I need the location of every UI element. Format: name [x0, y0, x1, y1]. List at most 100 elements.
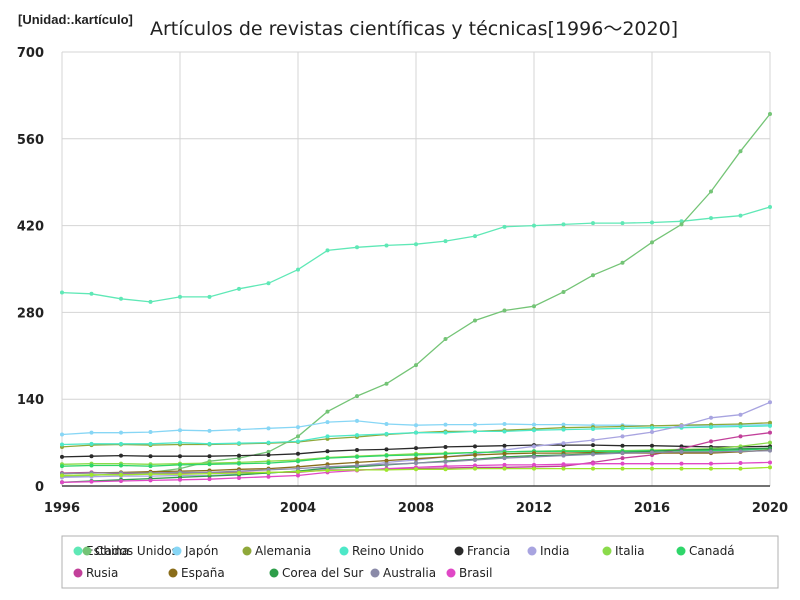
data-point-estados-unidos [355, 245, 359, 250]
legend-label-espana: España [181, 566, 225, 580]
data-point-china [325, 409, 330, 414]
data-point-estados-unidos [443, 239, 448, 244]
legend-label-australia: Australia [383, 566, 436, 580]
data-point-japon [296, 425, 300, 430]
data-point-japon [414, 423, 418, 428]
data-point-francia [266, 453, 271, 457]
data-point-reino-unido [591, 426, 595, 431]
data-point-india [620, 434, 625, 439]
data-point-china [414, 363, 418, 368]
series-lines [60, 112, 772, 485]
data-point-brasil [620, 461, 625, 466]
data-point-estados-unidos [738, 213, 743, 218]
data-point-paises-bajos [768, 465, 772, 470]
legend-marker-japon [172, 546, 182, 556]
data-point-reino-unido [384, 431, 389, 436]
y-tick-label: 140 [17, 393, 44, 408]
data-point-reino-unido [119, 441, 123, 446]
data-point-canada [355, 454, 359, 459]
data-point-india [532, 444, 536, 449]
data-point-reino-unido [738, 424, 743, 429]
data-point-paises-bajos [119, 472, 123, 477]
data-point-canada [414, 453, 418, 457]
data-point-paises-bajos [325, 468, 330, 473]
legend-marker-estados-unidos [73, 546, 83, 556]
data-point-canada [325, 456, 330, 461]
legend-label-china: China [95, 544, 129, 558]
data-point-india [679, 423, 684, 428]
data-point-japon [266, 426, 271, 431]
data-point-australia [296, 466, 300, 471]
data-point-canada [60, 464, 64, 469]
data-point-australia [650, 450, 654, 455]
data-point-australia [738, 449, 743, 454]
data-point-australia [591, 452, 595, 457]
data-point-china [502, 308, 507, 313]
data-point-paises-bajos [178, 472, 182, 477]
data-point-china [738, 149, 743, 154]
data-point-reino-unido [178, 440, 182, 445]
data-point-estados-unidos [414, 242, 418, 247]
data-point-australia [709, 449, 713, 454]
legend-marker-alemania [242, 546, 252, 556]
data-point-reino-unido [148, 441, 153, 446]
data-point-brasil [148, 478, 153, 483]
data-point-india [768, 400, 772, 405]
data-point-japon [561, 422, 566, 427]
data-point-reino-unido [768, 423, 772, 428]
data-point-australia [620, 451, 625, 456]
data-point-francia [60, 454, 64, 459]
legend-marker-india [527, 546, 537, 556]
data-point-francia [237, 453, 241, 458]
y-tick-label: 700 [17, 46, 44, 61]
legend-label-canada: Canadá [689, 544, 735, 558]
legend-marker-rusia [73, 568, 83, 578]
data-point-reino-unido [296, 439, 300, 444]
data-point-reino-unido [325, 434, 330, 439]
data-point-japon [178, 428, 182, 433]
data-point-paises-bajos [89, 472, 94, 477]
x-tick-labels: 1996 2000 2004 2008 2012 2016 2020 [44, 501, 788, 516]
data-point-japon [384, 422, 389, 426]
data-point-india [738, 412, 743, 417]
data-point-brasil [178, 477, 182, 482]
data-point-estados-unidos [296, 267, 300, 272]
data-point-reino-unido [561, 427, 566, 432]
data-point-canada [207, 462, 212, 467]
data-point-australia [502, 456, 507, 461]
data-point-brasil [237, 475, 241, 480]
data-point-paises-bajos [561, 466, 566, 471]
data-point-reino-unido [443, 430, 448, 435]
data-point-paises-bajos [443, 467, 448, 472]
data-point-australia [414, 461, 418, 466]
data-point-brasil [266, 474, 271, 479]
data-point-estados-unidos [119, 296, 123, 301]
legend-label-corea-del-sur: Corea del Sur [282, 566, 363, 580]
data-point-francia [207, 454, 212, 459]
legend-marker-china [82, 546, 92, 556]
data-point-brasil [679, 461, 684, 466]
data-point-canada [237, 461, 241, 466]
data-point-reino-unido [237, 441, 241, 446]
y-tick-label: 420 [17, 220, 44, 235]
data-point-reino-unido [266, 440, 271, 445]
data-point-china [296, 434, 300, 439]
data-point-australia [473, 457, 477, 462]
data-point-francia [89, 454, 94, 459]
data-point-francia [620, 443, 625, 448]
legend-marker-brasil [446, 568, 456, 578]
data-point-paises-bajos [414, 467, 418, 472]
data-point-paises-bajos [620, 466, 625, 471]
y-tick-label: 280 [17, 306, 44, 321]
data-point-brasil [768, 460, 772, 465]
data-point-paises-bajos [532, 466, 536, 471]
y-tick-label: 0 [35, 480, 44, 495]
data-point-rusia [709, 439, 713, 444]
data-point-paises-bajos [355, 467, 359, 472]
data-point-francia [355, 448, 359, 453]
legend-label-japon: Japón [184, 544, 218, 558]
data-point-china [384, 381, 389, 386]
data-point-paises-bajos [650, 466, 654, 471]
legend-label-reino-unido: Reino Unido [352, 544, 424, 558]
data-point-brasil [89, 479, 94, 484]
